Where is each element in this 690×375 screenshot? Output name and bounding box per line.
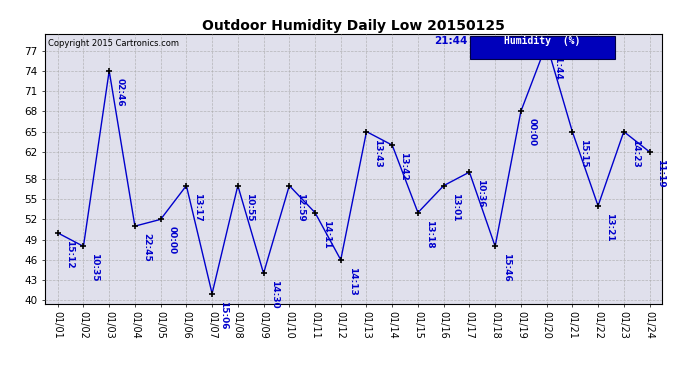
Text: 14:11: 14:11: [322, 220, 331, 248]
Text: 15:15: 15:15: [580, 139, 589, 167]
Text: 12:59: 12:59: [296, 193, 305, 221]
Title: Outdoor Humidity Daily Low 20150125: Outdoor Humidity Daily Low 20150125: [202, 19, 505, 33]
Text: 14:13: 14:13: [348, 267, 357, 296]
Text: 14:30: 14:30: [270, 280, 279, 309]
Text: Humidity  (%): Humidity (%): [504, 36, 580, 46]
Text: 13:18: 13:18: [425, 220, 434, 248]
Text: 15:46: 15:46: [502, 254, 511, 282]
Text: 15:12: 15:12: [65, 240, 74, 268]
Text: 14:23: 14:23: [631, 139, 640, 167]
Text: 21:44: 21:44: [553, 51, 562, 80]
Text: Copyright 2015 Cartronics.com: Copyright 2015 Cartronics.com: [48, 39, 179, 48]
Text: 21:44: 21:44: [435, 36, 468, 46]
Text: 10:36: 10:36: [476, 179, 485, 208]
Text: 13:01: 13:01: [451, 193, 460, 221]
Text: 13:42: 13:42: [400, 152, 408, 181]
Text: 13:43: 13:43: [373, 139, 382, 167]
Text: 10:55: 10:55: [245, 193, 254, 221]
Text: 11:19: 11:19: [656, 159, 665, 188]
Text: 13:17: 13:17: [193, 193, 202, 221]
FancyBboxPatch shape: [470, 36, 615, 59]
Text: 02:46: 02:46: [116, 78, 125, 106]
Text: 00:00: 00:00: [528, 118, 537, 147]
Text: 22:45: 22:45: [142, 233, 151, 262]
Text: 13:21: 13:21: [605, 213, 614, 242]
Text: 15:06: 15:06: [219, 301, 228, 329]
Text: 10:35: 10:35: [90, 254, 99, 282]
Text: 00:00: 00:00: [168, 226, 177, 255]
